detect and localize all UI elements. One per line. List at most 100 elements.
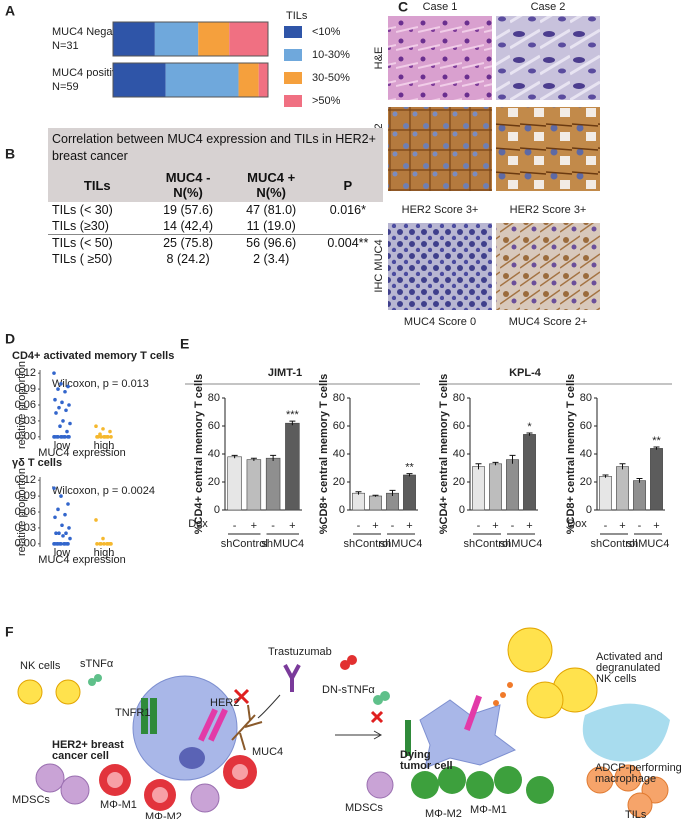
y-tick-label: 60: [453, 420, 465, 432]
y-axis-label: relative proportion: [16, 468, 28, 556]
her2: [208, 708, 228, 742]
table-row: TILs (< 30) 19 (57.6) 47 (81.0) 0.016*: [48, 202, 383, 218]
point: [63, 512, 67, 517]
point: [68, 536, 72, 541]
header-cell: MUC4 - N(%): [146, 168, 230, 202]
category-label: MUC4 Negative: [52, 26, 130, 38]
y-tick-label: 0.03: [15, 522, 36, 534]
significance: *: [527, 421, 532, 433]
group-label: shMUC4: [627, 538, 670, 550]
point: [58, 424, 62, 429]
point: [66, 542, 70, 546]
point: [60, 523, 64, 528]
error-bar: [250, 457, 257, 461]
significance: **: [652, 435, 661, 447]
point: [53, 397, 57, 402]
header-cell: MUC4 + N(%): [229, 168, 313, 202]
tnfr1: [150, 698, 157, 734]
table-header: TILs MUC4 - N(%) MUC4 + N(%) P: [48, 168, 383, 202]
point: [66, 384, 70, 389]
caption: MUC4 Score 2+: [509, 316, 588, 328]
bar: [599, 476, 612, 511]
adcp-macrophage: [582, 703, 670, 762]
point: [96, 435, 100, 439]
point: [64, 531, 68, 536]
table-cell: 8 (24.2): [166, 252, 210, 266]
annotation: Wilcoxon, p = 0.013: [52, 378, 149, 390]
caption: HER2 Score 3+: [402, 204, 479, 216]
diagram-label: macrophage: [595, 773, 656, 785]
header-cell: P: [312, 168, 383, 202]
category-label: MUC4 positive: [52, 67, 124, 79]
table-cell: 25 (75.8): [146, 234, 230, 251]
activated-nk: [507, 627, 553, 673]
caption: HER2 Score 3+: [510, 204, 587, 216]
group-title: KPL-4: [509, 367, 542, 379]
point: [67, 403, 71, 407]
diagram-label: MDSCs: [345, 802, 383, 814]
table-cell: 0.004**: [312, 234, 383, 251]
panel-letter: C: [398, 0, 408, 15]
bar: [265, 457, 281, 511]
error-bar: [389, 489, 396, 496]
her2: [198, 708, 218, 742]
error-bar: [619, 463, 626, 470]
y-tick-label: 40: [333, 448, 345, 460]
error-bar: [509, 454, 516, 464]
til: [627, 792, 653, 818]
diagram-label: sTNFα: [80, 658, 114, 670]
dox-label: Dox: [567, 518, 587, 530]
table-row: TILs (< 50) 25 (75.8) 56 (96.6) 0.004**: [48, 234, 383, 251]
point: [66, 502, 70, 506]
bar-segment: [238, 63, 259, 97]
error-bar: [231, 454, 238, 459]
panel-letter: B: [5, 146, 15, 162]
table-cell: 47 (81.0): [246, 203, 297, 217]
significance: **: [405, 462, 414, 474]
til: [614, 764, 642, 792]
y-axis-label: %CD4+ central memory T cells: [193, 374, 205, 535]
panel-letter: A: [5, 3, 15, 19]
y-tick-label: 0.00: [15, 538, 36, 550]
y-tick-label: 40: [453, 448, 465, 460]
bar: [472, 466, 485, 511]
dox-sign: +: [251, 520, 257, 532]
dying-tumor-cell: [419, 699, 516, 769]
point: [53, 542, 57, 546]
bar-segment: [113, 22, 155, 56]
macrophage-m2: [411, 771, 439, 799]
error-bar: [636, 478, 643, 483]
histology-images: [388, 16, 600, 310]
tnfr1: [405, 720, 411, 756]
bar-segment: [113, 63, 166, 97]
y-tick-label: 20: [453, 476, 465, 488]
x-tick-label: high: [94, 547, 115, 559]
point: [59, 494, 63, 498]
diagram-label: TNFR1: [115, 707, 150, 719]
bar-segment: [165, 63, 239, 97]
y-tick-label: 40: [580, 448, 592, 460]
macrophage-m1: [494, 766, 522, 794]
dox-sign: -: [391, 520, 395, 532]
diagram-label: MΦ-M1: [100, 799, 137, 811]
diagram-label: Activated and: [596, 651, 663, 663]
category-count: N=31: [52, 40, 79, 52]
error-bar: [289, 420, 296, 426]
point: [94, 424, 98, 429]
column-label: Case 2: [531, 1, 566, 13]
dox-sign: +: [619, 520, 625, 532]
bar-segment: [154, 22, 199, 56]
point: [109, 542, 113, 546]
mdsc: [366, 771, 394, 799]
x-axis-label: MUC4 expression: [38, 447, 125, 459]
macrophage-m1: [466, 771, 494, 799]
column-label: Case 1: [423, 1, 458, 13]
row-label: H&E: [373, 47, 385, 70]
dox-sign: +: [653, 520, 659, 532]
point: [61, 419, 65, 423]
point: [57, 531, 61, 536]
point: [56, 387, 60, 391]
macrophage: [526, 776, 554, 804]
y-tick-label: 0: [339, 504, 345, 516]
point: [53, 435, 57, 439]
